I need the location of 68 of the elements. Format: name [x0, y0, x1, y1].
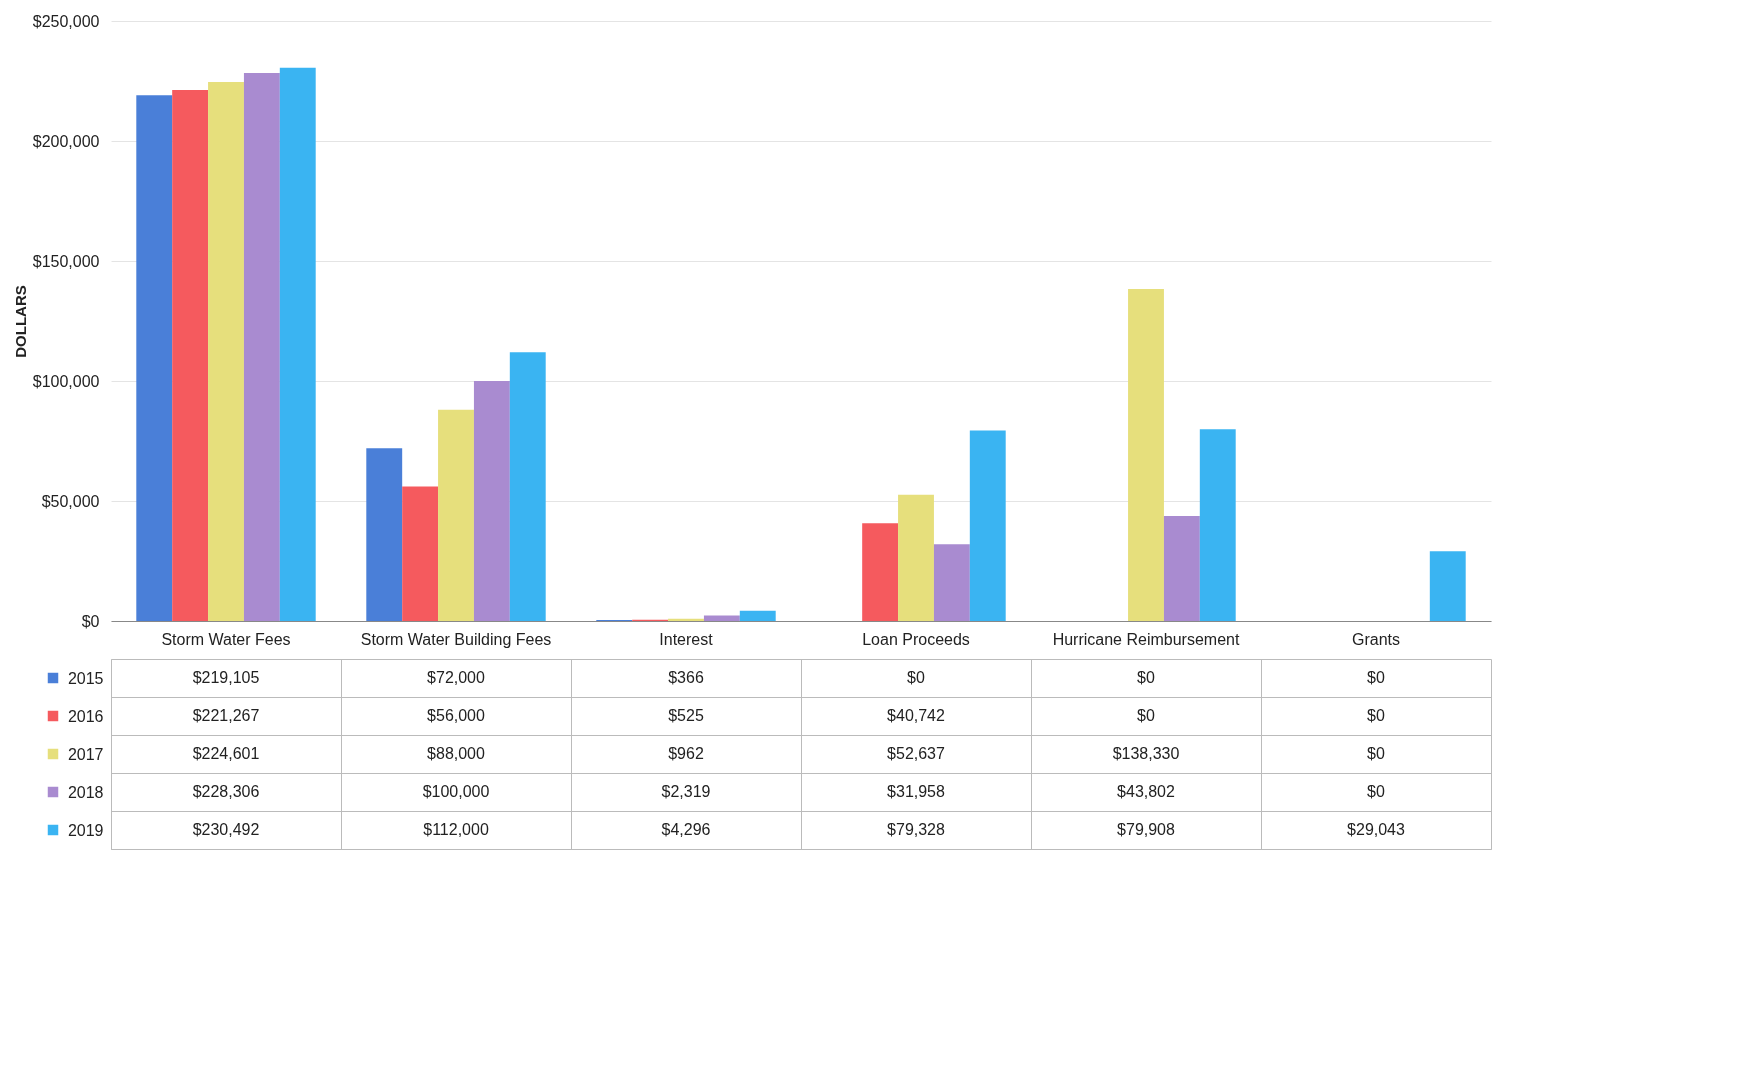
- legend-label: 2016: [67, 707, 104, 725]
- data-label: $228,306: [192, 783, 260, 800]
- x-tick-label: Loan Proceeds: [862, 630, 970, 648]
- data-label: $100,000: [422, 783, 490, 800]
- bar: [509, 352, 546, 621]
- bar: [969, 430, 1006, 621]
- data-label: $219,105: [192, 669, 260, 686]
- data-label: $88,000: [427, 745, 486, 762]
- data-label: $43,802: [1117, 783, 1176, 800]
- data-label: $4,296: [661, 821, 711, 838]
- y-tick-label: $50,000: [41, 492, 100, 510]
- data-label: $40,742: [887, 707, 946, 724]
- data-label: $230,492: [192, 821, 260, 838]
- x-tick-label: Interest: [659, 630, 714, 648]
- data-label: $0: [1137, 669, 1155, 686]
- data-label: $224,601: [192, 745, 260, 762]
- bar: [473, 381, 510, 621]
- legend-label: 2018: [67, 783, 104, 801]
- data-label: $366: [668, 669, 704, 686]
- data-label: $29,043: [1347, 821, 1406, 838]
- data-label: $525: [668, 707, 704, 724]
- y-axis-title: DOLLARS: [11, 285, 29, 358]
- bar: [703, 615, 740, 621]
- bar: [402, 486, 439, 621]
- x-tick-label: Hurricane Reimbursement: [1052, 630, 1240, 648]
- bar: [208, 81, 244, 621]
- bar: [1163, 515, 1200, 621]
- data-label: $52,637: [887, 745, 946, 762]
- data-label: $79,328: [887, 821, 946, 838]
- bar: [136, 95, 173, 621]
- data-label: $56,000: [427, 707, 486, 724]
- x-tick-label: Grants: [1351, 630, 1401, 648]
- bar: [933, 544, 970, 621]
- data-label: $112,000: [423, 821, 489, 838]
- data-label: $0: [907, 669, 925, 686]
- data-label: $0: [1367, 669, 1385, 686]
- data-label: $79,908: [1117, 821, 1176, 838]
- y-tick-label: $200,000: [32, 132, 100, 150]
- data-label: $72,000: [427, 669, 486, 686]
- data-label: $138,330: [1112, 745, 1180, 762]
- legend-label: 2015: [67, 669, 104, 687]
- legend-label: 2019: [67, 821, 104, 839]
- data-label: $0: [1367, 783, 1385, 800]
- data-label: $221,267: [192, 707, 260, 724]
- y-tick-label: $0: [81, 612, 100, 630]
- data-label: $31,958: [887, 783, 946, 800]
- y-tick-label: $250,000: [32, 12, 100, 30]
- bar: [366, 448, 403, 621]
- bar: [862, 523, 899, 621]
- bar: [739, 610, 776, 621]
- bar: [1429, 551, 1466, 621]
- bar: [172, 89, 209, 621]
- bar: [243, 73, 280, 621]
- data-label: $0: [1137, 707, 1155, 724]
- y-tick-label: $100,000: [32, 372, 100, 390]
- data-label: $2,319: [661, 783, 711, 800]
- bar: [279, 67, 316, 621]
- bar: [438, 409, 474, 621]
- data-label: $962: [668, 745, 704, 762]
- bar: [1128, 289, 1164, 621]
- data-label: $0: [1367, 707, 1385, 724]
- x-tick-label: Storm Water Fees: [161, 630, 291, 648]
- x-tick-label: Storm Water Building Fees: [360, 630, 552, 648]
- bar: [898, 494, 934, 621]
- y-tick-label: $150,000: [32, 252, 100, 270]
- legend-label: 2017: [67, 745, 104, 763]
- data-label: $0: [1367, 745, 1385, 762]
- bar: [1199, 429, 1236, 621]
